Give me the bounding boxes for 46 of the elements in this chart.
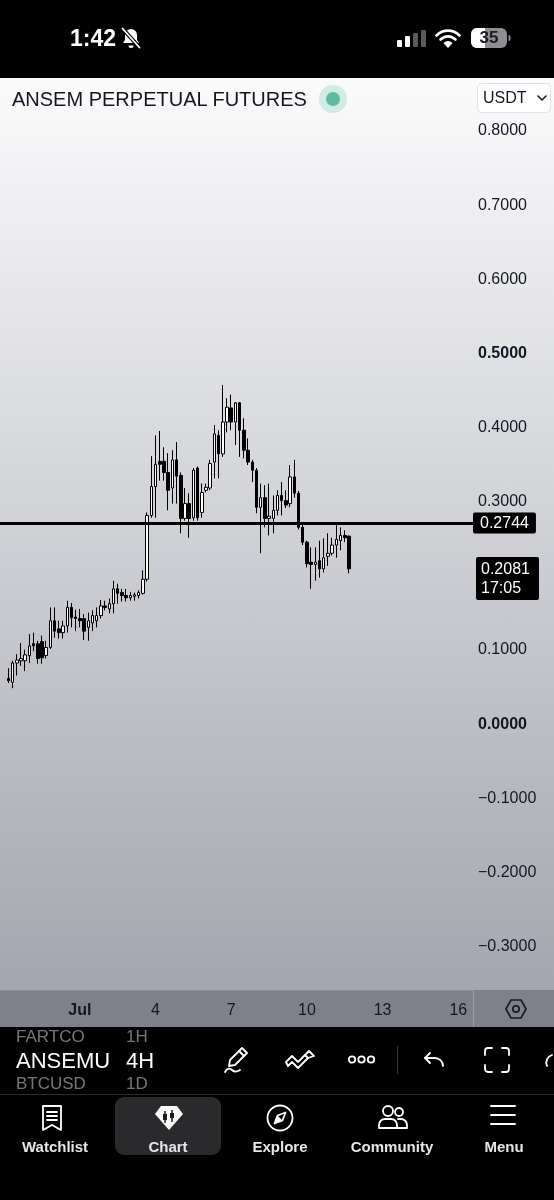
dropdown: USDT — [477, 83, 551, 113]
text: 1H — [126, 1027, 148, 1046]
y-tick-label: −0.2000 — [478, 862, 537, 880]
y-tick-label: 0.7000 — [478, 195, 528, 213]
x-tick-label: 13 — [373, 1000, 392, 1018]
candlestick — [82, 613, 86, 641]
candlestick — [347, 534, 351, 574]
x-tick-label: 16 — [449, 1000, 468, 1018]
text: 4H — [126, 1048, 155, 1073]
text: 1:42 — [70, 24, 117, 52]
text: Watchlist — [20, 1138, 90, 1156]
candlestick — [40, 635, 44, 665]
y-tick-label: 0.5000 — [478, 343, 528, 361]
y-tick-label: 0.0000 — [478, 714, 528, 732]
candlestick — [112, 580, 115, 614]
x-tick-label: 10 — [298, 1000, 316, 1018]
text: 17:05 — [480, 577, 523, 597]
x-tick-label: 4 — [151, 1000, 161, 1018]
candlestick — [213, 424, 216, 479]
candlestick — [326, 532, 330, 567]
y-tick-label: 0.1000 — [478, 640, 528, 658]
text: Explore — [251, 1138, 309, 1156]
candlestick — [208, 459, 212, 491]
text: ANSEM PERPETUAL FUTURES — [12, 87, 307, 111]
text: 0.2081 — [480, 558, 531, 578]
text: Community — [349, 1138, 435, 1156]
candlestick — [288, 464, 292, 508]
y-tick-label: 0.8000 — [478, 121, 528, 139]
candlestick — [322, 537, 325, 574]
ref-line-label: 0.2744 — [480, 514, 530, 532]
y-tick-label: 0.6000 — [478, 269, 528, 287]
x-tick-label: Jul — [68, 1000, 92, 1018]
text: Menu — [483, 1138, 525, 1156]
x-tick-label: 7 — [226, 1000, 236, 1018]
y-tick-label: 0.3000 — [478, 492, 528, 510]
text: ANSEMU — [16, 1048, 111, 1073]
y-tick-label: −0.3000 — [478, 937, 537, 955]
candlestick — [133, 592, 136, 602]
text: 1D — [126, 1074, 148, 1093]
text: FARTCO — [16, 1027, 85, 1046]
text: BTCUSD — [16, 1074, 86, 1093]
y-tick-label: −0.1000 — [478, 788, 537, 806]
y-tick-label: 0.4000 — [478, 417, 528, 435]
candlestick — [124, 588, 128, 602]
text: Chart — [147, 1138, 189, 1156]
candlestick — [120, 588, 124, 602]
